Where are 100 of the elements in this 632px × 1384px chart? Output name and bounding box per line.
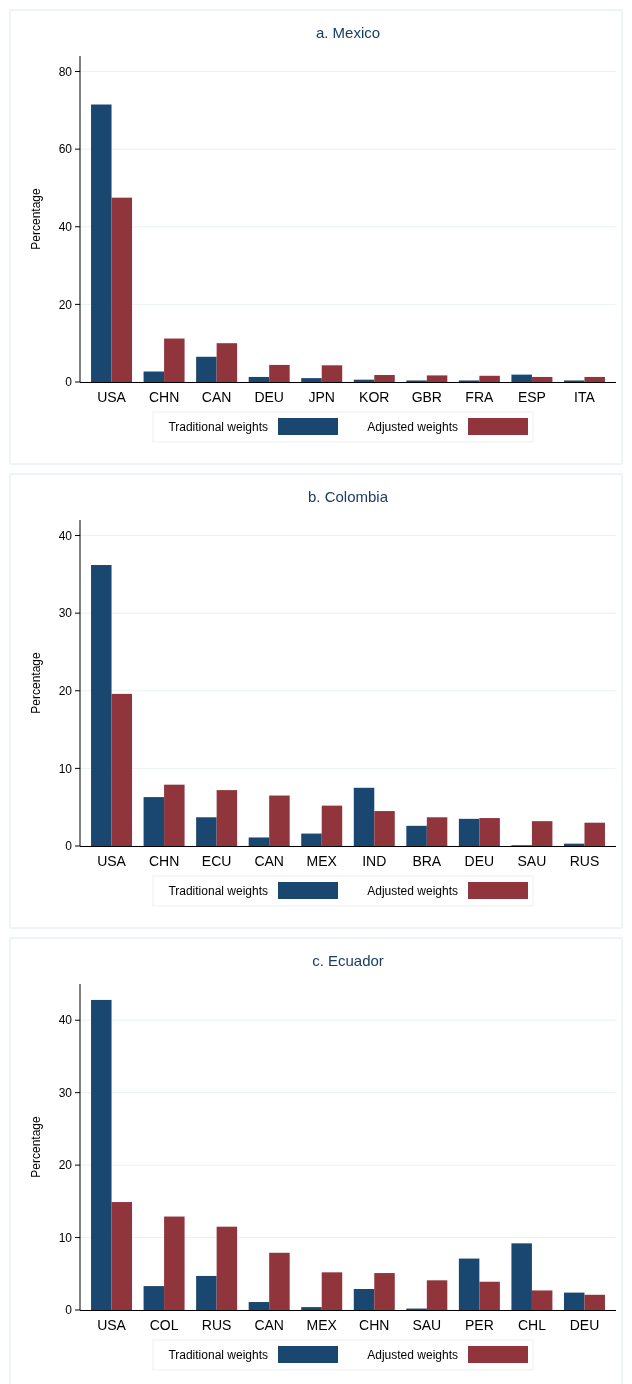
bar (353, 787, 375, 846)
x-tick-label: JPN (308, 389, 335, 405)
bar (584, 376, 605, 382)
x-tick-label: CHL (517, 1317, 547, 1333)
bar (111, 1202, 133, 1310)
bar (584, 822, 605, 846)
y-tick-label: 30 (58, 1085, 73, 1100)
x-tick-label: ECU (201, 853, 232, 869)
bar (216, 1226, 238, 1310)
y-axis-title: Percentage (29, 651, 43, 714)
x-tick-label: MEX (306, 853, 338, 869)
x-tick-label: ITA (574, 389, 596, 405)
y-tick-label: 60 (58, 142, 73, 157)
chart-title: c. Ecuador (312, 952, 384, 969)
legend-label: Adjusted weights (367, 1348, 458, 1362)
x-tick-label: MEX (306, 1317, 338, 1333)
x-tick-label: CHN (148, 389, 180, 405)
bar (458, 818, 480, 846)
x-tick-label: ESP (517, 389, 546, 405)
legend-label: Traditional weights (168, 420, 268, 434)
chart-title: b. Colombia (307, 488, 389, 505)
bar (216, 790, 238, 846)
y-tick-label: 20 (58, 297, 73, 312)
x-tick-label: SAU (517, 853, 547, 869)
y-axis-title: Percentage (29, 187, 43, 250)
y-axis-title: Percentage (29, 1115, 43, 1178)
y-tick-label: 10 (58, 1230, 73, 1245)
bar (248, 376, 270, 382)
bar (563, 1292, 585, 1310)
bar (269, 364, 290, 382)
x-tick-label: CAN (254, 1317, 284, 1333)
x-tick-label: RUS (201, 1317, 232, 1333)
bar (164, 338, 185, 382)
x-tick-label: BRA (412, 853, 442, 869)
bar (216, 343, 238, 382)
bar (301, 833, 322, 846)
x-tick-label: CHN (359, 1317, 390, 1333)
bar (531, 376, 553, 382)
x-tick-label: CHN (148, 853, 180, 869)
legend-label: Adjusted weights (367, 420, 458, 434)
bar (196, 817, 217, 846)
bar (374, 375, 395, 382)
legend-label: Adjusted weights (367, 884, 458, 898)
x-tick-label: PER (464, 1317, 494, 1333)
bar (426, 817, 448, 846)
y-tick-label: 0 (65, 375, 73, 390)
bar (111, 693, 133, 846)
bar (91, 999, 112, 1310)
bar (584, 1294, 605, 1310)
bar (269, 795, 290, 846)
x-tick-label: DEU (464, 853, 495, 869)
chart-title: a. Mexico (315, 24, 381, 41)
x-tick-label: FRA (465, 389, 495, 405)
bar (91, 104, 112, 382)
bar (321, 365, 343, 382)
y-tick-label: 20 (58, 683, 73, 698)
bar (301, 1307, 322, 1310)
bar (374, 1273, 395, 1310)
x-tick-label: SAU (412, 1317, 442, 1333)
x-tick-label: COL (149, 1317, 179, 1333)
bar (164, 1216, 185, 1310)
y-tick-label: 40 (58, 528, 73, 543)
x-tick-label: CAN (201, 389, 232, 405)
bar (143, 1286, 165, 1310)
bar (321, 805, 343, 846)
bar (248, 1302, 270, 1310)
x-tick-label: USA (97, 853, 127, 869)
bar (479, 818, 500, 846)
bar (143, 371, 165, 382)
y-tick-label: 10 (58, 761, 73, 776)
bar (164, 784, 185, 846)
bar (479, 375, 500, 382)
x-tick-label: IND (362, 853, 387, 869)
bar (511, 374, 532, 382)
bar (196, 1275, 217, 1310)
x-tick-label: RUS (569, 853, 600, 869)
bar (426, 375, 448, 382)
x-tick-label: CAN (254, 853, 284, 869)
x-tick-label: USA (97, 389, 127, 405)
y-tick-label: 40 (58, 219, 73, 234)
x-tick-label: USA (97, 1317, 127, 1333)
bar (374, 811, 395, 846)
x-tick-label: GBR (411, 389, 442, 405)
x-tick-label: DEU (254, 389, 284, 405)
bar (248, 837, 270, 846)
bar (143, 797, 165, 846)
bar (269, 1252, 290, 1310)
y-tick-label: 20 (58, 1158, 73, 1173)
x-tick-label: DEU (569, 1317, 600, 1333)
bar (111, 197, 133, 382)
bar (531, 1290, 553, 1310)
bar (353, 1288, 375, 1310)
y-tick-label: 0 (65, 1303, 73, 1318)
bar (406, 825, 427, 846)
y-tick-label: 40 (58, 1013, 73, 1028)
bar (91, 565, 112, 846)
bar (426, 1280, 448, 1310)
bar (531, 821, 553, 846)
bar (458, 1258, 480, 1310)
bar (479, 1281, 500, 1310)
